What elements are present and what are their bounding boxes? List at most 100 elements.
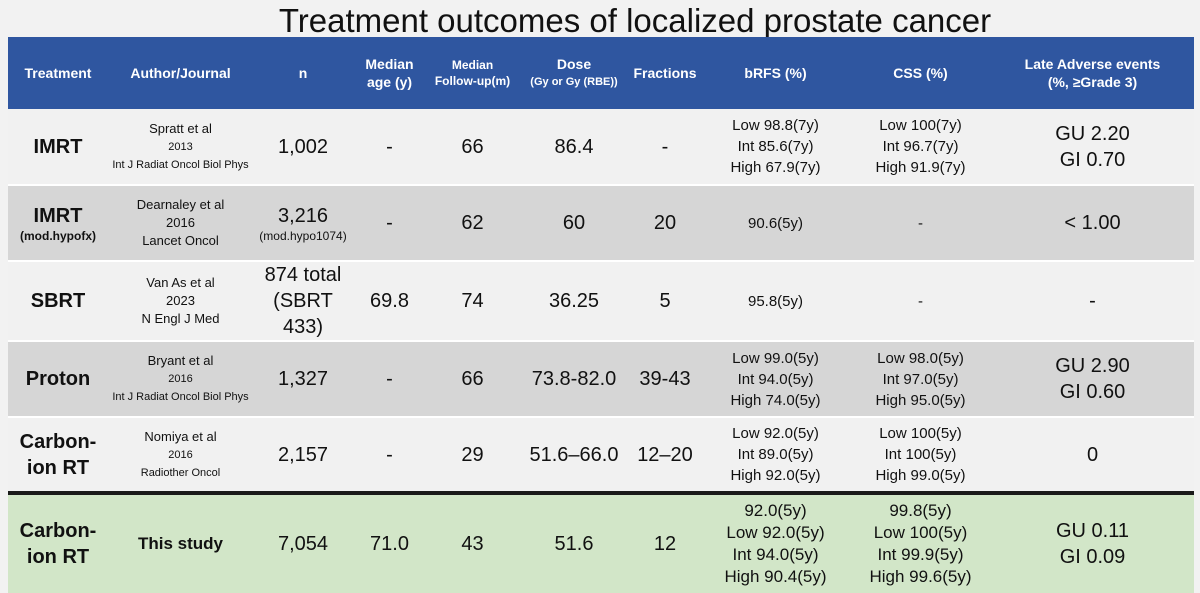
late-line: -	[1089, 290, 1096, 312]
cell-author: Spratt et al 2013 Int J Radiat Oncol Biol …	[108, 109, 253, 186]
table-row: Proton Bryant et al 2016 Int J Radiat Onco…	[8, 341, 1194, 418]
cell-late-adverse: GU 2.20 GI 0.70	[991, 109, 1194, 186]
cell-fractions: -	[629, 109, 701, 186]
cell-fractions: 20	[629, 185, 701, 262]
author-journal: Lancet Oncol	[142, 233, 219, 248]
cell-css: Low 98.0(5y) Int 97.0(5y) High 95.0(5y)	[850, 341, 991, 418]
n-subtitle: (mod.hypo1074)	[259, 229, 347, 243]
brfs-line: Int 85.6(7y)	[737, 138, 814, 155]
brfs-line: Int 94.0(5y)	[732, 545, 819, 564]
cell-followup: 43	[426, 491, 519, 593]
brfs-line: High 74.0(5y)	[730, 391, 821, 409]
n-value: 3,216	[277, 205, 329, 227]
css-line: High 99.0(5y)	[875, 467, 966, 484]
treatment-name: SBRT	[30, 290, 86, 312]
cell-late-adverse: GU 2.90 GI 0.60	[991, 341, 1194, 418]
table-header-row: Treatment Author/Journal n Median age (y)…	[8, 37, 1194, 109]
author-name: Dearnaley et al	[136, 197, 225, 212]
css-line: Int 96.7(7y)	[882, 138, 959, 155]
css-line: High 91.9(7y)	[875, 159, 966, 176]
cell-treatment: IMRT (mod.hypofx)	[8, 185, 108, 262]
table-row: SBRT Van As et al 2023 N Engl J Med 874 to…	[8, 261, 1194, 342]
cell-age: -	[353, 341, 426, 418]
cell-brfs: Low 98.8(7y) Int 85.6(7y) High 67.9(7y)	[701, 109, 850, 186]
late-line: GU 0.11	[1056, 520, 1129, 542]
cell-late-adverse: < 1.00	[991, 185, 1194, 262]
brfs-line: 95.8(5y)	[747, 292, 804, 310]
brfs-line: 92.0(5y)	[744, 501, 807, 520]
brfs-line: Int 94.0(5y)	[737, 370, 814, 388]
cell-followup: 29	[426, 417, 519, 494]
n-subtitle: (SBRT 433)	[273, 290, 333, 338]
css-line: -	[918, 292, 923, 310]
page-title: Treatment outcomes of localized prostate…	[278, 2, 992, 39]
cell-dose: 36.25	[519, 261, 629, 342]
author-name: Spratt et al	[149, 120, 212, 136]
css-line: 99.8(5y)	[889, 501, 952, 520]
author-year: 2016	[168, 448, 193, 461]
cell-brfs: 90.6(5y)	[701, 185, 850, 262]
css-line: Int 100(5y)	[884, 446, 957, 463]
header-median-followup-line1: Median	[451, 58, 494, 72]
cell-age: -	[353, 109, 426, 186]
cell-brfs: 92.0(5y) Low 92.0(5y) Int 94.0(5y) High 90.…	[701, 491, 850, 593]
cell-dose: 51.6–66.0	[519, 417, 629, 494]
cell-followup: 74	[426, 261, 519, 342]
header-dose: Dose (Gy or Gy (RBE))	[519, 37, 629, 109]
cell-author: Nomiya et al 2016 Radiother Oncol	[108, 417, 253, 494]
treatment-name: Proton	[25, 368, 91, 390]
cell-n: 2,157	[253, 417, 353, 494]
late-line: 0	[1086, 443, 1099, 466]
header-median-age-line1: Median	[365, 56, 414, 72]
css-line: Int 97.0(5y)	[882, 370, 959, 388]
treatment-name: IMRT	[33, 135, 83, 158]
cell-treatment: Proton	[8, 341, 108, 418]
cell-author: Van As et al 2023 N Engl J Med	[108, 261, 253, 342]
cell-author: Bryant et al 2016 Int J Radiat Oncol Biol …	[108, 341, 253, 418]
cell-n: 1,327	[253, 341, 353, 418]
cell-late-adverse: -	[991, 261, 1194, 342]
author-journal: Int J Radiat Oncol Biol Phys	[112, 158, 249, 171]
cell-followup: 66	[426, 109, 519, 186]
author-year: 2013	[168, 140, 193, 153]
outcomes-table: Treatment Author/Journal n Median age (y)…	[8, 37, 1194, 593]
cell-age: 71.0	[353, 491, 426, 593]
header-median-age-line2: age (y)	[366, 74, 413, 90]
author-name: Van As et al	[146, 275, 215, 290]
cell-css: Low 100(7y) Int 96.7(7y) High 91.9(7y)	[850, 109, 991, 186]
header-late-adverse-line1: Late Adverse events	[1024, 56, 1161, 72]
author-name: Bryant et al	[147, 353, 214, 368]
cell-fractions: 5	[629, 261, 701, 342]
header-median-followup-line2: Follow-up(m)	[434, 74, 511, 88]
header-author: Author/Journal	[108, 37, 253, 109]
css-line: High 95.0(5y)	[875, 391, 966, 409]
cell-followup: 62	[426, 185, 519, 262]
treatment-subtitle: (mod.hypofx)	[20, 229, 96, 243]
cell-age: -	[353, 417, 426, 494]
css-line: -	[918, 214, 923, 232]
cell-age: 69.8	[353, 261, 426, 342]
treatment-name: IMRT	[33, 205, 83, 227]
late-line: GU 2.20	[1055, 122, 1130, 145]
css-line: Low 100(5y)	[879, 425, 962, 442]
author-journal: Radiother Oncol	[140, 466, 221, 479]
css-line: Int 99.9(5y)	[877, 545, 964, 564]
header-brfs: bRFS (%)	[701, 37, 850, 109]
cell-late-adverse: 0	[991, 417, 1194, 494]
cell-fractions: 39-43	[629, 341, 701, 418]
late-line: GI 0.70	[1059, 148, 1126, 171]
brfs-line: Int 89.0(5y)	[737, 446, 814, 463]
treatment-name-line2: ion RT	[26, 546, 90, 568]
brfs-line: High 90.4(5y)	[724, 567, 827, 586]
cell-author: This study	[108, 491, 253, 593]
header-late-adverse: Late Adverse events (%, ≥Grade 3)	[991, 37, 1194, 109]
cell-brfs: 95.8(5y)	[701, 261, 850, 342]
cell-n: 1,002	[253, 109, 353, 186]
cell-fractions: 12	[629, 491, 701, 593]
cell-fractions: 12–20	[629, 417, 701, 494]
cell-css: 99.8(5y) Low 100(5y) Int 99.9(5y) High 99.6…	[850, 491, 991, 593]
header-median-age: Median age (y)	[353, 37, 426, 109]
table-row-this-study: Carbon-ion RT This study 7,054 71.0 43 5…	[8, 491, 1194, 593]
cell-brfs: Low 99.0(5y) Int 94.0(5y) High 74.0(5y)	[701, 341, 850, 418]
brfs-line: Low 98.8(7y)	[732, 117, 819, 134]
